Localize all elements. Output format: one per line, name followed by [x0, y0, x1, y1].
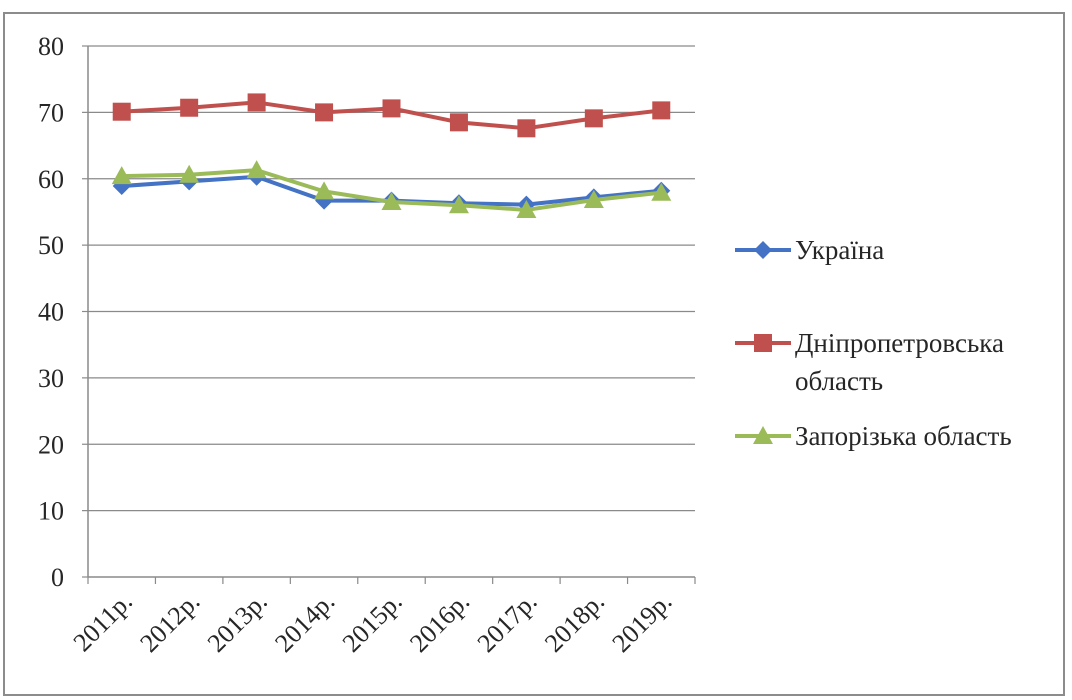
- data-point-marker: [517, 119, 536, 138]
- x-tick-label: 2011р.: [68, 587, 138, 657]
- legend-swatch-marker: [753, 426, 773, 444]
- data-point-marker: [382, 99, 401, 118]
- y-tick-label: 60: [38, 165, 64, 194]
- y-tick-label: 10: [38, 497, 64, 526]
- x-tick-label: 2017р.: [472, 587, 543, 658]
- y-tick-label: 70: [38, 98, 64, 127]
- x-tick-label: 2014р.: [269, 587, 340, 658]
- y-tick-label: 0: [51, 563, 64, 592]
- x-tick-label: 2016р.: [404, 587, 475, 658]
- legend-label: Запорізька область: [795, 421, 1012, 451]
- legend-item: Дніпропетровська область: [735, 328, 1004, 396]
- x-tick-label: 2015р.: [337, 587, 408, 658]
- legend-label: Україна: [795, 235, 884, 265]
- x-tick-label: 2019р.: [606, 587, 677, 658]
- legend-swatch-marker: [754, 334, 772, 352]
- x-tick-label: 2018р.: [539, 587, 610, 658]
- data-point-marker: [112, 102, 131, 121]
- data-point-marker: [583, 189, 604, 208]
- data-point-marker: [516, 199, 537, 218]
- data-point-marker: [111, 166, 132, 185]
- x-tick-label: 2012р.: [134, 587, 205, 658]
- data-point-marker: [247, 93, 266, 112]
- y-tick-label: 30: [38, 364, 64, 393]
- series-lines: [111, 93, 672, 218]
- legend-swatch-marker: [754, 241, 772, 259]
- data-point-marker: [651, 182, 672, 201]
- data-point-marker: [180, 98, 199, 117]
- data-point-marker: [449, 113, 468, 132]
- y-tick-label: 40: [38, 298, 64, 327]
- data-point-marker: [314, 181, 335, 200]
- series-1: [112, 93, 671, 138]
- legend-item: Україна: [735, 235, 884, 265]
- data-point-marker: [315, 103, 334, 122]
- y-tick-label: 80: [38, 32, 64, 61]
- data-point-marker: [448, 195, 469, 214]
- y-tick-label: 50: [38, 231, 64, 260]
- legend-label: область: [795, 366, 883, 396]
- series-2: [111, 160, 672, 218]
- data-point-marker: [179, 164, 200, 183]
- legend-item: Запорізька область: [735, 421, 1012, 451]
- y-tick-label: 20: [38, 430, 64, 459]
- data-point-marker: [652, 101, 671, 120]
- data-point-marker: [584, 109, 603, 128]
- x-tick-label: 2013р.: [202, 587, 273, 658]
- data-point-marker: [246, 160, 267, 179]
- data-point-marker: [381, 191, 402, 210]
- legend: Україна Дніпропетровська область Запорізька…: [735, 235, 1012, 451]
- legend-label: Дніпропетровська: [795, 328, 1004, 358]
